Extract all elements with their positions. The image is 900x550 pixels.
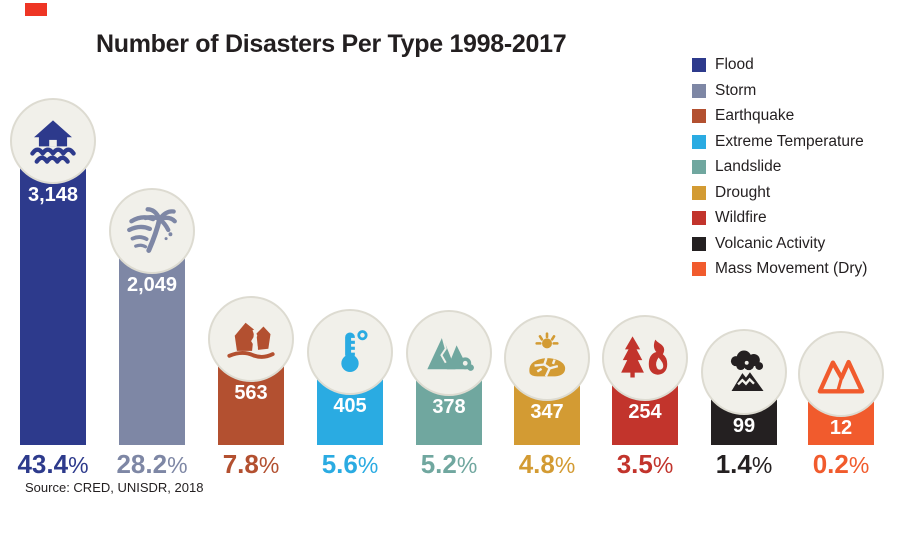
bar-value-label: 99	[732, 415, 756, 437]
legend-item-flood: Flood	[692, 56, 867, 73]
icon-circle-storm	[109, 188, 195, 274]
mass-movement-icon	[817, 359, 865, 394]
icon-circle-flood	[10, 98, 96, 184]
percent-sign: %	[258, 452, 280, 478]
icon-circle-drought	[504, 315, 590, 401]
legend-label: Storm	[715, 81, 757, 99]
legend-swatch	[692, 262, 706, 276]
legend-item-wildfire: Wildfire	[692, 209, 867, 226]
bar-percent-label: 7.8%	[222, 449, 280, 479]
legend-label: Volcanic Activity	[715, 234, 826, 252]
drought-icon	[529, 332, 566, 377]
icon-circle-wildfire	[602, 315, 688, 401]
legend-item-mass-movement-dry: Mass Movement (Dry)	[692, 260, 868, 277]
percent-sign: %	[167, 452, 188, 478]
icon-circle-volcanic-activity	[701, 329, 787, 415]
bar-value-label: 563	[234, 382, 268, 404]
percent-sign: %	[652, 452, 674, 478]
icon-circle-mass-movement-dry	[798, 331, 884, 417]
bar-percent-label: 5.6%	[321, 449, 379, 479]
legend-label: Earthquake	[715, 107, 795, 124]
legend-label: Extreme Temperature	[715, 132, 864, 150]
legend-swatch	[692, 58, 706, 72]
storm-icon	[127, 207, 177, 253]
legend-item-drought: Drought	[692, 183, 867, 201]
percent-sign: %	[848, 452, 870, 478]
percent-sign: %	[68, 452, 89, 478]
bar-percent-label: 1.4%	[715, 449, 773, 479]
bar-percent-label: 28.2%	[116, 449, 188, 479]
bar-value-label: 12	[829, 417, 853, 439]
landslide-icon	[427, 336, 474, 371]
legend-swatch	[692, 160, 706, 174]
legend-label: Drought	[715, 183, 771, 201]
legend-item-volcanic-activity: Volcanic Activity	[692, 234, 867, 252]
legend-label: Wildfire	[715, 209, 767, 226]
icon-circle-earthquake	[208, 296, 294, 382]
flood-icon	[30, 120, 76, 164]
legend-swatch	[692, 211, 706, 225]
legend-label: Flood	[715, 56, 754, 73]
bar-percent-label: 5.2%	[420, 449, 478, 479]
bar-percent-label: 3.5%	[616, 449, 674, 479]
bar-value-label: 2,049	[126, 274, 178, 296]
icon-circle-landslide	[406, 310, 492, 396]
percent-sign: %	[357, 452, 379, 478]
bar-percent-label: 4.8%	[518, 449, 576, 479]
legend-item-extreme-temperature: Extreme Temperature	[692, 132, 867, 150]
earthquake-icon	[227, 322, 275, 359]
bar-value-label: 254	[628, 401, 662, 423]
legend-label: Mass Movement (Dry)	[715, 260, 868, 277]
volcano-icon	[730, 350, 764, 391]
percent-sign: %	[456, 452, 478, 478]
corner-accent-square	[25, 3, 47, 16]
bar-value-label: 378	[432, 396, 466, 418]
source-text: Source: CRED, UNISDR, 2018	[25, 480, 204, 495]
legend-swatch	[692, 134, 706, 149]
legend-label: Landslide	[715, 158, 782, 175]
thermometer-icon	[341, 330, 368, 373]
percent-sign: %	[554, 452, 576, 478]
percent-sign: %	[751, 452, 773, 478]
bar-percent-label: 0.2%	[812, 449, 870, 479]
bar-percent-label: 43.4%	[17, 449, 89, 479]
icon-circle-extreme-temperature	[307, 309, 393, 395]
legend-swatch	[692, 236, 706, 251]
bar-value-label: 405	[333, 395, 367, 417]
legend-swatch	[692, 185, 706, 200]
bar-value-label: 3,148	[27, 184, 79, 206]
legend-item-storm: Storm	[692, 81, 867, 99]
wildfire-icon	[621, 336, 668, 378]
legend-item-landslide: Landslide	[692, 158, 867, 175]
chart-title: Number of Disasters Per Type 1998-2017	[96, 30, 567, 58]
legend-item-earthquake: Earthquake	[692, 107, 867, 124]
legend: Flood Storm Earthquake Extreme Temperature L…	[692, 56, 868, 288]
legend-swatch	[692, 109, 706, 123]
bar-value-label: 347	[530, 401, 564, 423]
legend-swatch	[692, 83, 706, 98]
